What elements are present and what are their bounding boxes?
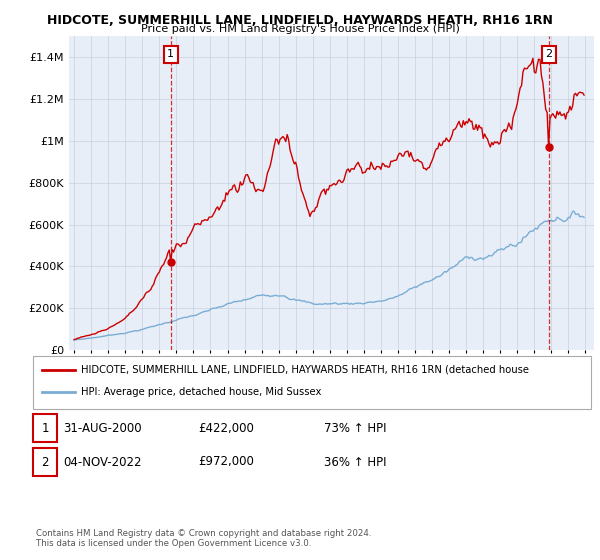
- Text: £972,000: £972,000: [198, 455, 254, 469]
- Text: 04-NOV-2022: 04-NOV-2022: [63, 455, 142, 469]
- Text: 36% ↑ HPI: 36% ↑ HPI: [324, 455, 386, 469]
- Text: Contains HM Land Registry data © Crown copyright and database right 2024.: Contains HM Land Registry data © Crown c…: [36, 529, 371, 538]
- Text: HIDCOTE, SUMMERHILL LANE, LINDFIELD, HAYWARDS HEATH, RH16 1RN: HIDCOTE, SUMMERHILL LANE, LINDFIELD, HAY…: [47, 14, 553, 27]
- Text: 1: 1: [41, 422, 49, 435]
- Text: 31-AUG-2000: 31-AUG-2000: [63, 422, 142, 435]
- Text: 2: 2: [545, 49, 552, 59]
- Text: £422,000: £422,000: [198, 422, 254, 435]
- Text: HPI: Average price, detached house, Mid Sussex: HPI: Average price, detached house, Mid …: [81, 388, 322, 397]
- Text: 73% ↑ HPI: 73% ↑ HPI: [324, 422, 386, 435]
- Text: HIDCOTE, SUMMERHILL LANE, LINDFIELD, HAYWARDS HEATH, RH16 1RN (detached house: HIDCOTE, SUMMERHILL LANE, LINDFIELD, HAY…: [81, 365, 529, 375]
- Text: 2: 2: [41, 455, 49, 469]
- Text: This data is licensed under the Open Government Licence v3.0.: This data is licensed under the Open Gov…: [36, 539, 311, 548]
- Text: Price paid vs. HM Land Registry's House Price Index (HPI): Price paid vs. HM Land Registry's House …: [140, 24, 460, 34]
- Text: 1: 1: [167, 49, 174, 59]
